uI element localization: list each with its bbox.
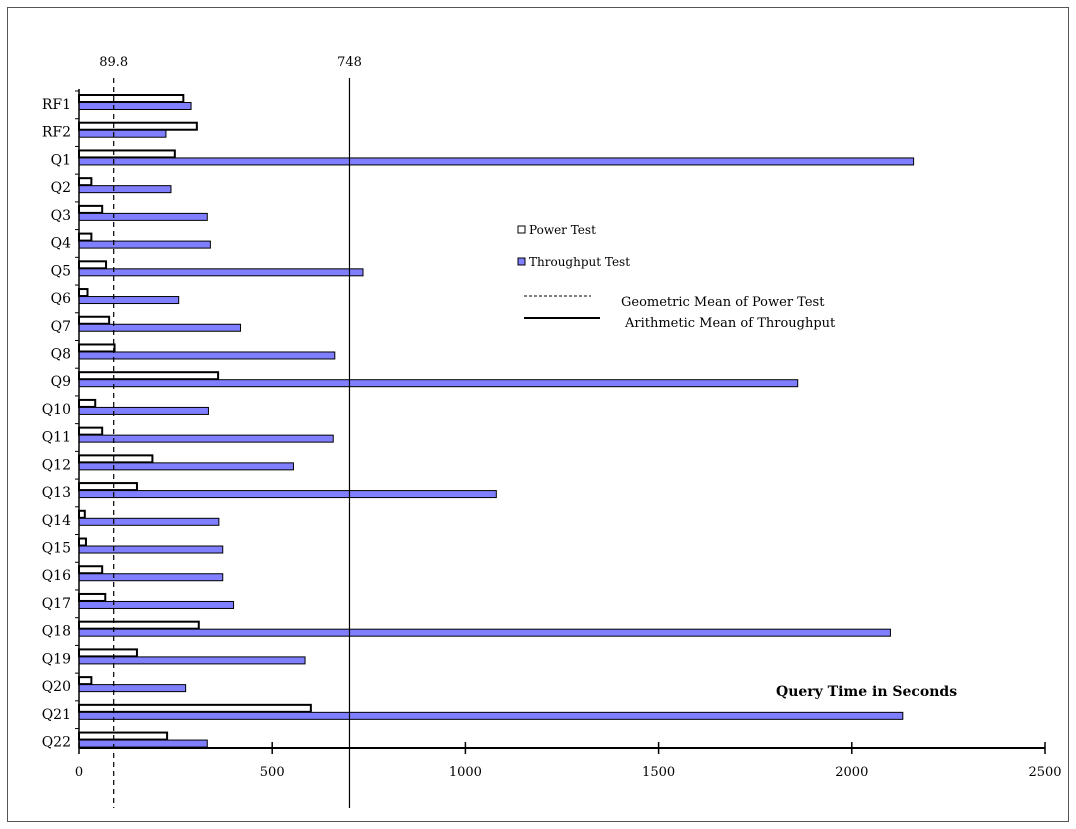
category-label: Q1 bbox=[51, 152, 71, 168]
power-test-bar bbox=[78, 260, 108, 270]
throughput-test-bar bbox=[78, 462, 294, 471]
power-test-bar bbox=[78, 509, 86, 519]
throughput-test-bar bbox=[78, 628, 891, 637]
category-label: Q8 bbox=[51, 346, 71, 362]
power-test-bar bbox=[78, 94, 185, 103]
category-label: Q7 bbox=[51, 319, 71, 335]
category-label: Q15 bbox=[42, 541, 71, 557]
x-tick-label: 2000 bbox=[835, 765, 868, 780]
power-test-bar bbox=[78, 398, 97, 408]
x-tick-label: 0 bbox=[75, 765, 83, 780]
category-label: Q14 bbox=[42, 513, 71, 529]
category-label: Q6 bbox=[51, 291, 71, 307]
throughput-test-bar bbox=[78, 157, 915, 166]
x-tick-label: 500 bbox=[260, 765, 285, 780]
power-test-bar bbox=[78, 315, 111, 325]
throughput-test-bar bbox=[78, 600, 235, 609]
x-tick-label: 1500 bbox=[642, 765, 675, 780]
throughput-test-bar bbox=[78, 517, 220, 526]
category-label: RF2 bbox=[42, 125, 71, 141]
axes-group: 0 500 1000 1500 2000 2500 bbox=[75, 89, 1062, 780]
power-test-bar bbox=[78, 620, 200, 630]
legend: Power Test Throughput Test Geometric Mea… bbox=[517, 223, 836, 331]
category-label: Q20 bbox=[42, 679, 71, 695]
legend-power-label: Power Test bbox=[529, 223, 596, 237]
category-label: Q5 bbox=[51, 263, 71, 279]
legend-geo-label: Geometric Mean of Power Test bbox=[621, 295, 825, 310]
throughput-test-bar bbox=[78, 102, 192, 110]
throughput-test-bar bbox=[78, 240, 211, 249]
category-label: RF1 bbox=[42, 97, 71, 113]
throughput-test-bar bbox=[78, 739, 208, 748]
throughput-test-bar bbox=[78, 268, 364, 277]
power-test-bar bbox=[78, 288, 89, 298]
power-test-bar bbox=[78, 537, 87, 547]
power-test-bar bbox=[78, 731, 169, 741]
category-label: Q13 bbox=[42, 485, 71, 501]
throughput-test-bar bbox=[78, 323, 242, 332]
throughput-test-bar bbox=[78, 573, 224, 582]
category-label: Q22 bbox=[42, 735, 71, 751]
throughput-test-bar bbox=[78, 406, 209, 415]
category-label: Q4 bbox=[51, 236, 71, 252]
throughput-test-bar bbox=[78, 656, 306, 665]
throughput-test-bar bbox=[78, 434, 334, 443]
x-tick-label: 2500 bbox=[1028, 765, 1061, 780]
x-axis-title: Query Time in Seconds bbox=[776, 684, 957, 700]
category-label: Q3 bbox=[51, 208, 71, 224]
power-test-bar bbox=[78, 454, 154, 464]
power-test-bar bbox=[78, 149, 176, 159]
legend-throughput-swatch bbox=[517, 257, 526, 266]
reference-lines-group: 89.8 748 bbox=[99, 55, 362, 808]
category-label: Q21 bbox=[42, 707, 71, 723]
category-label: Q9 bbox=[51, 374, 71, 390]
power-test-bar bbox=[78, 648, 138, 658]
throughput-test-bar bbox=[78, 711, 904, 720]
power-test-bar bbox=[78, 426, 104, 436]
legend-arith-label: Arithmetic Mean of Throughput bbox=[624, 316, 836, 331]
category-label: Q12 bbox=[42, 457, 71, 473]
power-test-bar bbox=[78, 177, 93, 187]
power-test-bar bbox=[78, 592, 107, 602]
power-test-bar bbox=[78, 565, 104, 575]
x-tick-label: 1000 bbox=[449, 765, 482, 780]
category-label: Q11 bbox=[42, 430, 71, 446]
throughput-test-bar bbox=[78, 129, 167, 138]
power-test-bar bbox=[78, 371, 220, 381]
bars-group bbox=[78, 94, 915, 748]
power-test-bar bbox=[78, 121, 198, 131]
category-label: Q16 bbox=[42, 568, 71, 584]
throughput-test-bar bbox=[78, 185, 172, 194]
category-label: Q10 bbox=[42, 402, 71, 418]
throughput-test-bar bbox=[78, 684, 187, 693]
category-labels-group: RF1 RF2 Q1 Q2 Q3 Q4 Q5 Q6 Q7 Q8 Q9 Q10 Q11 Q12 Q13 Q14 Q… bbox=[42, 97, 71, 751]
power-test-bar bbox=[78, 232, 93, 242]
legend-power-swatch bbox=[517, 225, 526, 234]
throughput-test-bar bbox=[78, 545, 224, 554]
category-label: Q17 bbox=[42, 596, 71, 612]
throughput-test-bar bbox=[78, 296, 180, 305]
geometric-mean-label: 89.8 bbox=[99, 55, 128, 70]
power-test-bar bbox=[78, 343, 116, 353]
throughput-test-bar bbox=[78, 490, 497, 499]
throughput-test-bar bbox=[78, 212, 208, 221]
category-label: Q19 bbox=[42, 651, 71, 667]
throughput-test-bar bbox=[78, 379, 799, 388]
power-test-bar bbox=[78, 204, 104, 214]
throughput-test-bar bbox=[78, 351, 336, 360]
power-test-bar bbox=[78, 482, 138, 492]
power-test-bar bbox=[78, 676, 93, 686]
arithmetic-mean-label: 748 bbox=[337, 55, 362, 70]
category-label: Q2 bbox=[51, 180, 71, 196]
legend-throughput-label: Throughput Test bbox=[529, 255, 630, 269]
category-label: Q18 bbox=[42, 624, 71, 640]
